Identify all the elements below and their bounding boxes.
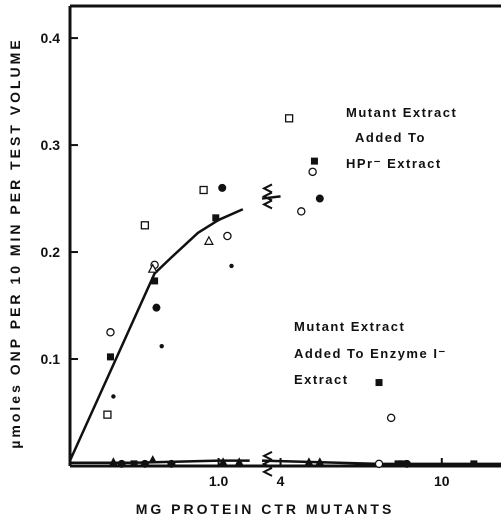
filled-square-point <box>310 157 318 165</box>
small-dot-point <box>159 343 164 349</box>
annotation-upper-line3: HPr⁻ Extract <box>346 156 442 171</box>
open-circle-point <box>308 167 317 177</box>
filled-triangle-point <box>148 455 157 463</box>
open-triangle-point <box>203 235 214 245</box>
axis-break-upper <box>261 191 273 202</box>
x-tick-label: 1.0 <box>209 473 229 489</box>
open-square-point <box>103 410 112 419</box>
open-triangle-point <box>147 263 158 273</box>
y-tick-label: 0.2 <box>41 244 61 260</box>
open-square-point <box>199 185 208 195</box>
axis-break-lower <box>261 466 273 477</box>
open-circle-point <box>106 328 115 337</box>
axis-break-upper <box>261 183 273 194</box>
curve-line <box>70 459 250 465</box>
annotation-upper-line2: Added To <box>355 130 426 145</box>
curve-line <box>261 195 281 200</box>
open-circle-point <box>223 231 232 241</box>
axis-ticks: 0.1 0.2 0.3 0.4 1.0 4 10 <box>41 30 450 489</box>
filled-square-point <box>470 460 478 468</box>
plot-frame <box>68 4 501 468</box>
x-tick-label: 4 <box>277 473 285 489</box>
axis-break-upper <box>261 199 273 210</box>
filled-circle-point <box>315 194 324 203</box>
annotation-upper: Mutant Extract Added To HPr⁻ Extract <box>346 105 457 171</box>
annotation-lower-line1: Mutant Extract <box>294 319 405 334</box>
filled-square-point <box>212 214 220 222</box>
filled-circle-point <box>140 459 149 468</box>
filled-triangle-point <box>304 457 313 465</box>
filled-square-point <box>151 277 159 285</box>
axis-break-lower <box>261 458 273 469</box>
filled-circle-point <box>218 183 227 192</box>
open-circle-point <box>374 459 384 469</box>
filled-square-point <box>106 353 114 361</box>
open-circle-point <box>297 207 306 216</box>
curve-line <box>68 208 244 462</box>
y-tick-label: 0.4 <box>41 30 61 46</box>
data-markers <box>103 114 478 469</box>
filled-square-point <box>399 460 407 468</box>
y-tick-label: 0.3 <box>41 137 61 153</box>
small-dot-point <box>111 394 116 399</box>
filled-square-point <box>130 460 138 468</box>
filled-square-point <box>375 379 383 387</box>
filled-square-point <box>394 460 402 468</box>
small-dot-point <box>229 263 234 269</box>
filled-circle-point <box>152 303 161 312</box>
annotation-lower: Mutant Extract Added To Enzyme I⁻ Extrac… <box>294 319 447 387</box>
filled-triangle-point <box>315 457 324 465</box>
x-axis-label: MG PROTEIN CTR MUTANTS <box>136 501 395 517</box>
x-tick-label: 10 <box>434 473 450 489</box>
filled-triangle-point <box>219 457 228 465</box>
open-square-point <box>140 221 150 230</box>
filled-triangle-point <box>235 457 244 465</box>
open-square-point <box>284 114 294 123</box>
filled-circle-point <box>167 459 176 468</box>
axis-break-lower <box>261 450 273 461</box>
filled-circle-point <box>117 459 126 468</box>
open-circle-point <box>386 413 396 423</box>
annotation-lower-line3: Extract <box>294 372 349 387</box>
axis-break-marks <box>261 183 273 477</box>
annotation-upper-line1: Mutant Extract <box>346 105 457 120</box>
annotation-lower-line2: Added To Enzyme I⁻ <box>294 346 447 361</box>
filled-circle-point <box>402 459 411 468</box>
y-tick-label: 0.1 <box>41 351 61 367</box>
y-axis-label: µmoles ONP PER 10 MIN PER TEST VOLUME <box>7 37 23 448</box>
fitted-curves <box>68 195 501 466</box>
filled-triangle-point <box>109 457 118 465</box>
